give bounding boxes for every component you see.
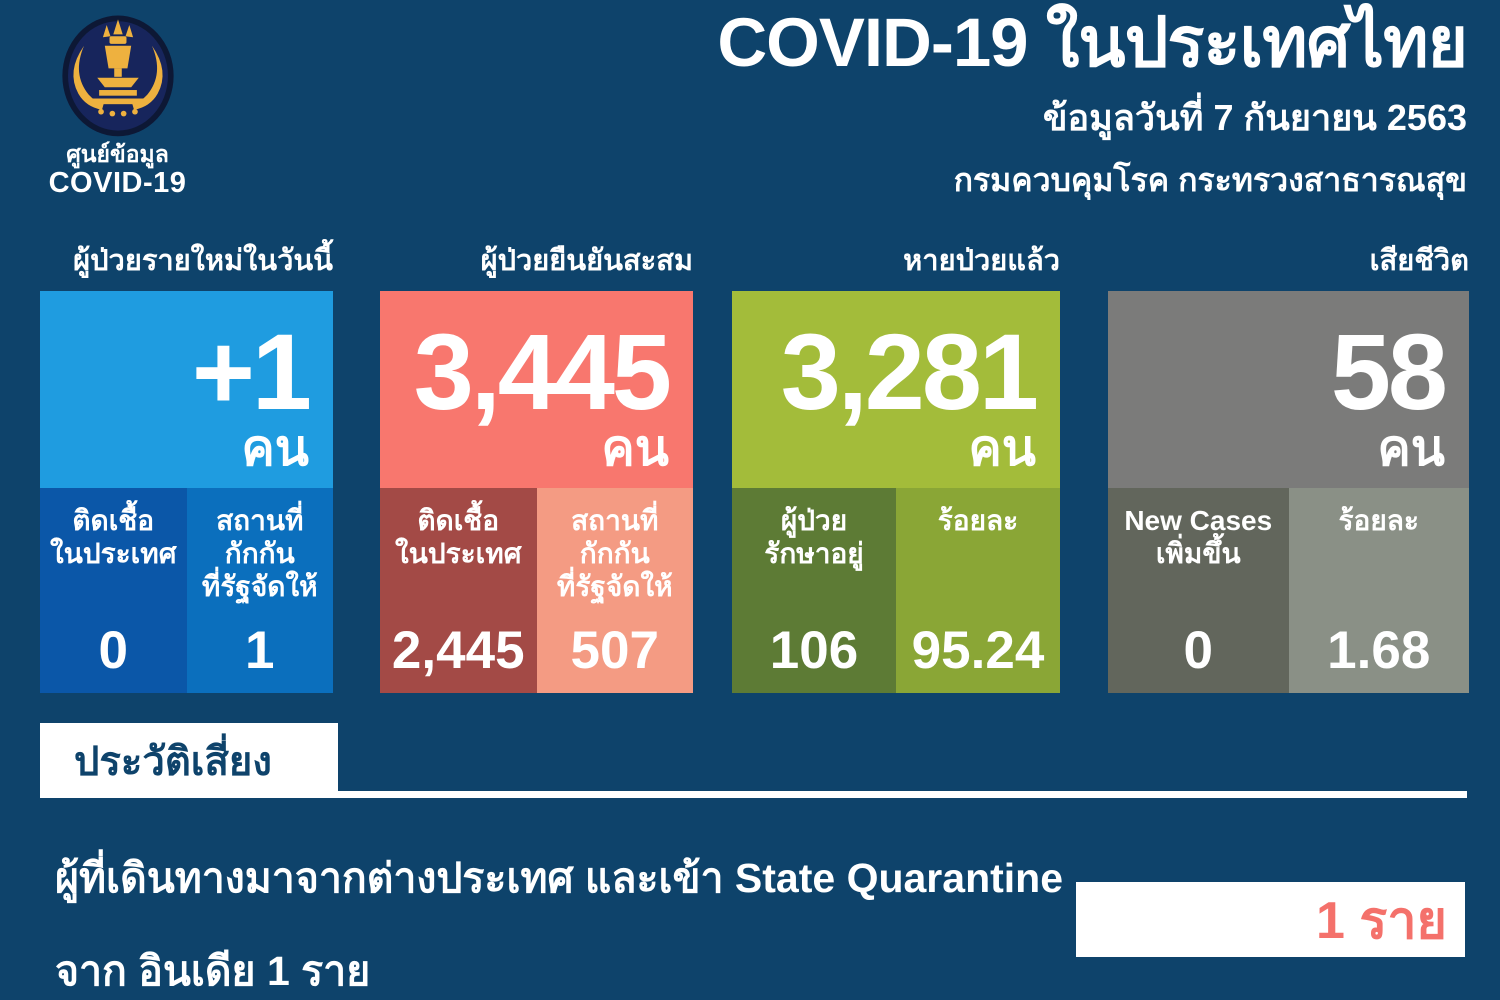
logo-caption-line1: ศูนย์ข้อมูล xyxy=(66,141,169,167)
breakdown-label: ผู้ป่วย รักษาอยู่ xyxy=(764,505,864,570)
card-value: +1 xyxy=(191,311,312,433)
breakdown-label: ร้อยละ xyxy=(1338,505,1419,536)
card-label: เสียชีวิต xyxy=(1369,245,1469,277)
breakdown-value: 1 xyxy=(245,621,275,680)
card-new-cases: ผู้ป่วยรายใหม่ในวันนี้ +1 คน ติดเชื้อ ใน… xyxy=(40,235,333,693)
stat-cards-row: ผู้ป่วยรายใหม่ในวันนี้ +1 คน ติดเชื้อ ใน… xyxy=(40,235,1469,693)
breakdown-value: 507 xyxy=(570,621,659,680)
breakdown-left-box: ติดเชื้อ ในประเทศ 0 xyxy=(40,488,187,693)
breakdown-left-box: New Cases เพิ่มขึ้น 0 xyxy=(1108,488,1289,693)
card-label: หายป่วยแล้ว xyxy=(903,245,1060,277)
card-value: 3,281 xyxy=(780,311,1039,433)
breakdown-right-box: สถานที่ กักกัน ที่รัฐจัดให้ 507 xyxy=(536,488,693,693)
card-main-value-box: 58 คน xyxy=(1108,291,1469,488)
card-value: 58 xyxy=(1330,311,1448,433)
logo-block: ศูนย์ข้อมูล COVID-19 xyxy=(35,8,200,201)
breakdown-label: สถานที่ กักกัน ที่รัฐจัดให้ xyxy=(201,505,318,603)
breakdown-right-box: สถานที่ กักกัน ที่รัฐจัดให้ 1 xyxy=(186,488,333,693)
risk-history-text: ผู้ที่เดินทางมาจากต่างประเทศ และเข้า Sta… xyxy=(55,846,1063,1000)
breakdown-value: 0 xyxy=(1183,621,1213,680)
breakdown-label: New Cases เพิ่มขึ้น xyxy=(1124,505,1273,570)
card-unit: คน xyxy=(601,419,669,476)
case-count-box: 1 ราย xyxy=(1076,882,1465,957)
risk-history-line2: จาก อินเดีย 1 ราย xyxy=(55,948,371,994)
card-breakdown: ผู้ป่วย รักษาอยู่ 106 ร้อยละ 95.24 xyxy=(732,488,1060,693)
breakdown-label: ติดเชื้อ ในประเทศ xyxy=(50,505,177,570)
logo-caption-line2: COVID-19 xyxy=(48,167,187,200)
case-count-value: 1 ราย xyxy=(1316,892,1447,950)
card-deaths: เสียชีวิต 58 คน New Cases เพิ่มขึ้น 0 ร้… xyxy=(1108,235,1469,693)
section-divider-line xyxy=(338,791,1467,798)
breakdown-label: ร้อยละ xyxy=(937,505,1019,536)
breakdown-value: 106 xyxy=(769,621,859,680)
breakdown-value: 2,445 xyxy=(391,621,525,680)
breakdown-label: ติดเชื้อ ในประเทศ xyxy=(395,505,522,570)
card-label: ผู้ป่วยยืนยันสะสม xyxy=(480,245,693,277)
breakdown-value: 1.68 xyxy=(1327,621,1431,680)
card-unit: คน xyxy=(241,419,309,476)
card-cumulative-confirmed: ผู้ป่วยยืนยันสะสม 3,445 คน ติดเชื้อ ในปร… xyxy=(380,235,693,693)
breakdown-value: 95.24 xyxy=(911,621,1045,680)
breakdown-left-box: ผู้ป่วย รักษาอยู่ 106 xyxy=(732,488,896,693)
breakdown-left-box: ติดเชื้อ ในประเทศ 2,445 xyxy=(380,488,537,693)
card-breakdown: ติดเชื้อ ในประเทศ 0 สถานที่ กักกัน ที่รั… xyxy=(40,488,333,693)
card-main-value-box: +1 คน xyxy=(40,291,333,488)
breakdown-label: สถานที่ กักกัน ที่รัฐจัดให้ xyxy=(556,505,673,603)
card-recovered: หายป่วยแล้ว 3,281 คน ผู้ป่วย รักษาอยู่ 1… xyxy=(732,235,1060,693)
card-breakdown: New Cases เพิ่มขึ้น 0 ร้อยละ 1.68 xyxy=(1108,488,1469,693)
page-title: COVID-19 ในประเทศไทย xyxy=(717,4,1468,81)
source-agency: กรมควบคุมโรค กระทรวงสาธารณสุข xyxy=(953,162,1467,199)
breakdown-right-box: ร้อยละ 95.24 xyxy=(896,488,1060,693)
card-main-value-box: 3,281 คน xyxy=(732,291,1060,488)
title-block: COVID-19 ในประเทศไทย ข้อมูลวันที่ 7 กันย… xyxy=(717,4,1468,206)
risk-history-badge: ประวัติเสี่ยง xyxy=(40,723,338,798)
card-unit: คน xyxy=(1377,419,1445,476)
report-date: ข้อมูลวันที่ 7 กันยายน 2563 xyxy=(1042,97,1467,139)
card-value: 3,445 xyxy=(413,311,672,433)
breakdown-value: 0 xyxy=(98,621,128,680)
govt-emblem-icon xyxy=(35,8,200,140)
card-breakdown: ติดเชื้อ ในประเทศ 2,445 สถานที่ กักกัน ท… xyxy=(380,488,693,693)
card-label: ผู้ป่วยรายใหม่ในวันนี้ xyxy=(73,245,333,277)
card-main-value-box: 3,445 คน xyxy=(380,291,693,488)
risk-history-line1: ผู้ที่เดินทางมาจากต่างประเทศ และเข้า Sta… xyxy=(55,855,1064,901)
card-unit: คน xyxy=(968,419,1036,476)
breakdown-right-box: ร้อยละ 1.68 xyxy=(1288,488,1469,693)
